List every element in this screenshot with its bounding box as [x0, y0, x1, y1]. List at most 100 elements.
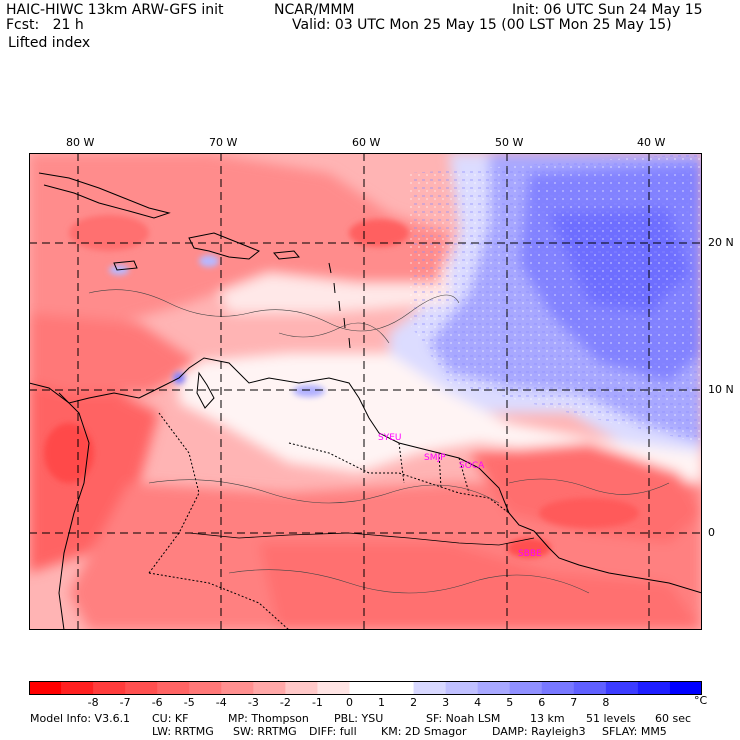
- colorbar-swatch: [93, 681, 126, 695]
- colorbar-swatch: [669, 681, 702, 695]
- unstable-cell-4: [539, 498, 639, 528]
- colorbar-swatch: [253, 681, 286, 695]
- colorbar-swatch: [477, 681, 511, 695]
- model-title: HAIC-HIWC 13km ARW-GFS init: [6, 2, 224, 18]
- colorbar-swatch: [605, 681, 639, 695]
- stable-cell-2: [293, 385, 325, 397]
- coast-puerto-rico: [273, 250, 300, 260]
- lon-label-80w: 80 W: [66, 136, 95, 149]
- lat-label-0: 0: [708, 526, 715, 539]
- border-venezuela-brazil: [288, 442, 510, 514]
- colorbar: [29, 681, 702, 695]
- lon-label-60w: 60 W: [352, 136, 381, 149]
- colorbar-swatch: [541, 681, 575, 695]
- lat-label-10n: 10 N: [708, 383, 734, 396]
- footer-diff: DIFF: full: [309, 725, 357, 738]
- site-label-sbbe: SBBE: [518, 549, 542, 559]
- colorbar-tick-label: 2: [410, 696, 418, 709]
- footer-lw: LW: RRTMG: [152, 725, 214, 738]
- colorbar-tick-label: -5: [183, 696, 195, 709]
- lon-label-50w: 50 W: [495, 136, 524, 149]
- unstable-colombia: [29, 373, 159, 573]
- stable-cell-4: [199, 255, 219, 267]
- footer-resolution: 13 km: [530, 712, 565, 725]
- coast-brazil: [533, 530, 702, 594]
- map-frame: [29, 153, 702, 630]
- footer-sf: SF: Noah LSM: [426, 712, 501, 725]
- lat-label-20n: 20 N: [708, 236, 734, 249]
- colorbar-frame: [29, 681, 702, 695]
- unstable-west: [29, 313, 199, 393]
- coast-central-america: [29, 357, 535, 532]
- unstable-cell-3: [44, 423, 94, 483]
- footer-damp: DAMP: Rayleigh3: [492, 725, 586, 738]
- unstable-cell-1: [349, 219, 409, 247]
- colorbar-tick-label: -8: [87, 696, 99, 709]
- coast-lesser-antilles: [328, 262, 351, 349]
- colorbar-tick-label: 8: [602, 696, 610, 709]
- colorbar-swatch: [509, 681, 543, 695]
- unstable-brazil-south: [259, 543, 702, 630]
- colorbar-tick-label: -1: [311, 696, 323, 709]
- site-label-syeu: SYEU: [378, 433, 402, 443]
- field-name: Lifted index: [8, 35, 91, 51]
- unstable-cell-5: [507, 538, 551, 558]
- colorbar-swatch: [189, 681, 222, 695]
- colorbar-swatch: [637, 681, 671, 695]
- colorbar-swatch: [61, 681, 94, 695]
- site-label-soca: SOCA: [459, 461, 485, 471]
- colorbar-tick-label: 4: [474, 696, 482, 709]
- footer-model-info: Model Info: V3.6.1: [30, 712, 131, 725]
- unstable-cell-2: [69, 215, 149, 251]
- footer-mp: MP: Thompson: [228, 712, 309, 725]
- footer-km: KM: 2D Smagor: [381, 725, 467, 738]
- colorbar-swatch: [221, 681, 254, 695]
- colorbar-tick-label: 5: [506, 696, 514, 709]
- footer-cu: CU: KF: [152, 712, 189, 725]
- colorbar-tick-label: 7: [570, 696, 578, 709]
- footer-sflay: SFLAY: MM5: [602, 725, 667, 738]
- init-time: Init: 06 UTC Sun 24 May 15: [512, 2, 703, 18]
- footer-timestep: 60 sec: [655, 712, 692, 725]
- footer-sw: SW: RRTMG: [233, 725, 297, 738]
- colorbar-swatch: [413, 681, 447, 695]
- colorbar-swatch: [445, 681, 479, 695]
- colorbar-tick-label: 0: [345, 696, 353, 709]
- institution-label: NCAR/MMM: [274, 2, 355, 18]
- footer-pbl: PBL: YSU: [334, 712, 384, 725]
- footer-levels: 51 levels: [586, 712, 636, 725]
- coast-hispaniola: [188, 232, 260, 260]
- lifted-index-map: [29, 153, 702, 630]
- unstable-guiana: [469, 443, 702, 543]
- colorbar-swatch: [285, 681, 318, 695]
- colorbar-swatch: [381, 681, 415, 695]
- colorbar-swatch: [317, 681, 350, 695]
- border-guianas: [398, 442, 470, 494]
- lon-label-40w: 40 W: [637, 136, 666, 149]
- colorbar-swatch: [573, 681, 607, 695]
- colorbar-swatch: [157, 681, 190, 695]
- colorbar-tick-label: -3: [247, 696, 259, 709]
- coast-cuba: [38, 172, 171, 219]
- valid-time: Valid: 03 UTC Mon 25 May 15 (00 LST Mon …: [292, 17, 672, 33]
- colorbar-swatch: [125, 681, 158, 695]
- amazon-river: [188, 532, 535, 546]
- colorbar-tick-label: -2: [279, 696, 291, 709]
- coast-lake-maracaibo: [196, 371, 215, 409]
- colorbar-tick-label: 3: [442, 696, 450, 709]
- site-label-smjp: SMJP: [424, 453, 446, 463]
- colorbar-tick-label: -6: [151, 696, 163, 709]
- forecast-hour: Fcst: 21 h: [6, 17, 84, 33]
- border-colombia: [148, 412, 200, 574]
- coast-pacific: [58, 392, 90, 630]
- colorbar-tick-label: -7: [119, 696, 131, 709]
- colorbar-tick-label: -4: [215, 696, 227, 709]
- coast-jamaica: [113, 260, 138, 271]
- colorbar-swatch: [349, 681, 383, 695]
- colorbar-unit: °C: [694, 694, 708, 707]
- colorbar-tick-label: 1: [378, 696, 386, 709]
- colorbar-tick-label: 6: [538, 696, 546, 709]
- lon-label-70w: 70 W: [209, 136, 238, 149]
- colorbar-swatch: [29, 681, 62, 695]
- unstable-caribbean: [29, 153, 449, 323]
